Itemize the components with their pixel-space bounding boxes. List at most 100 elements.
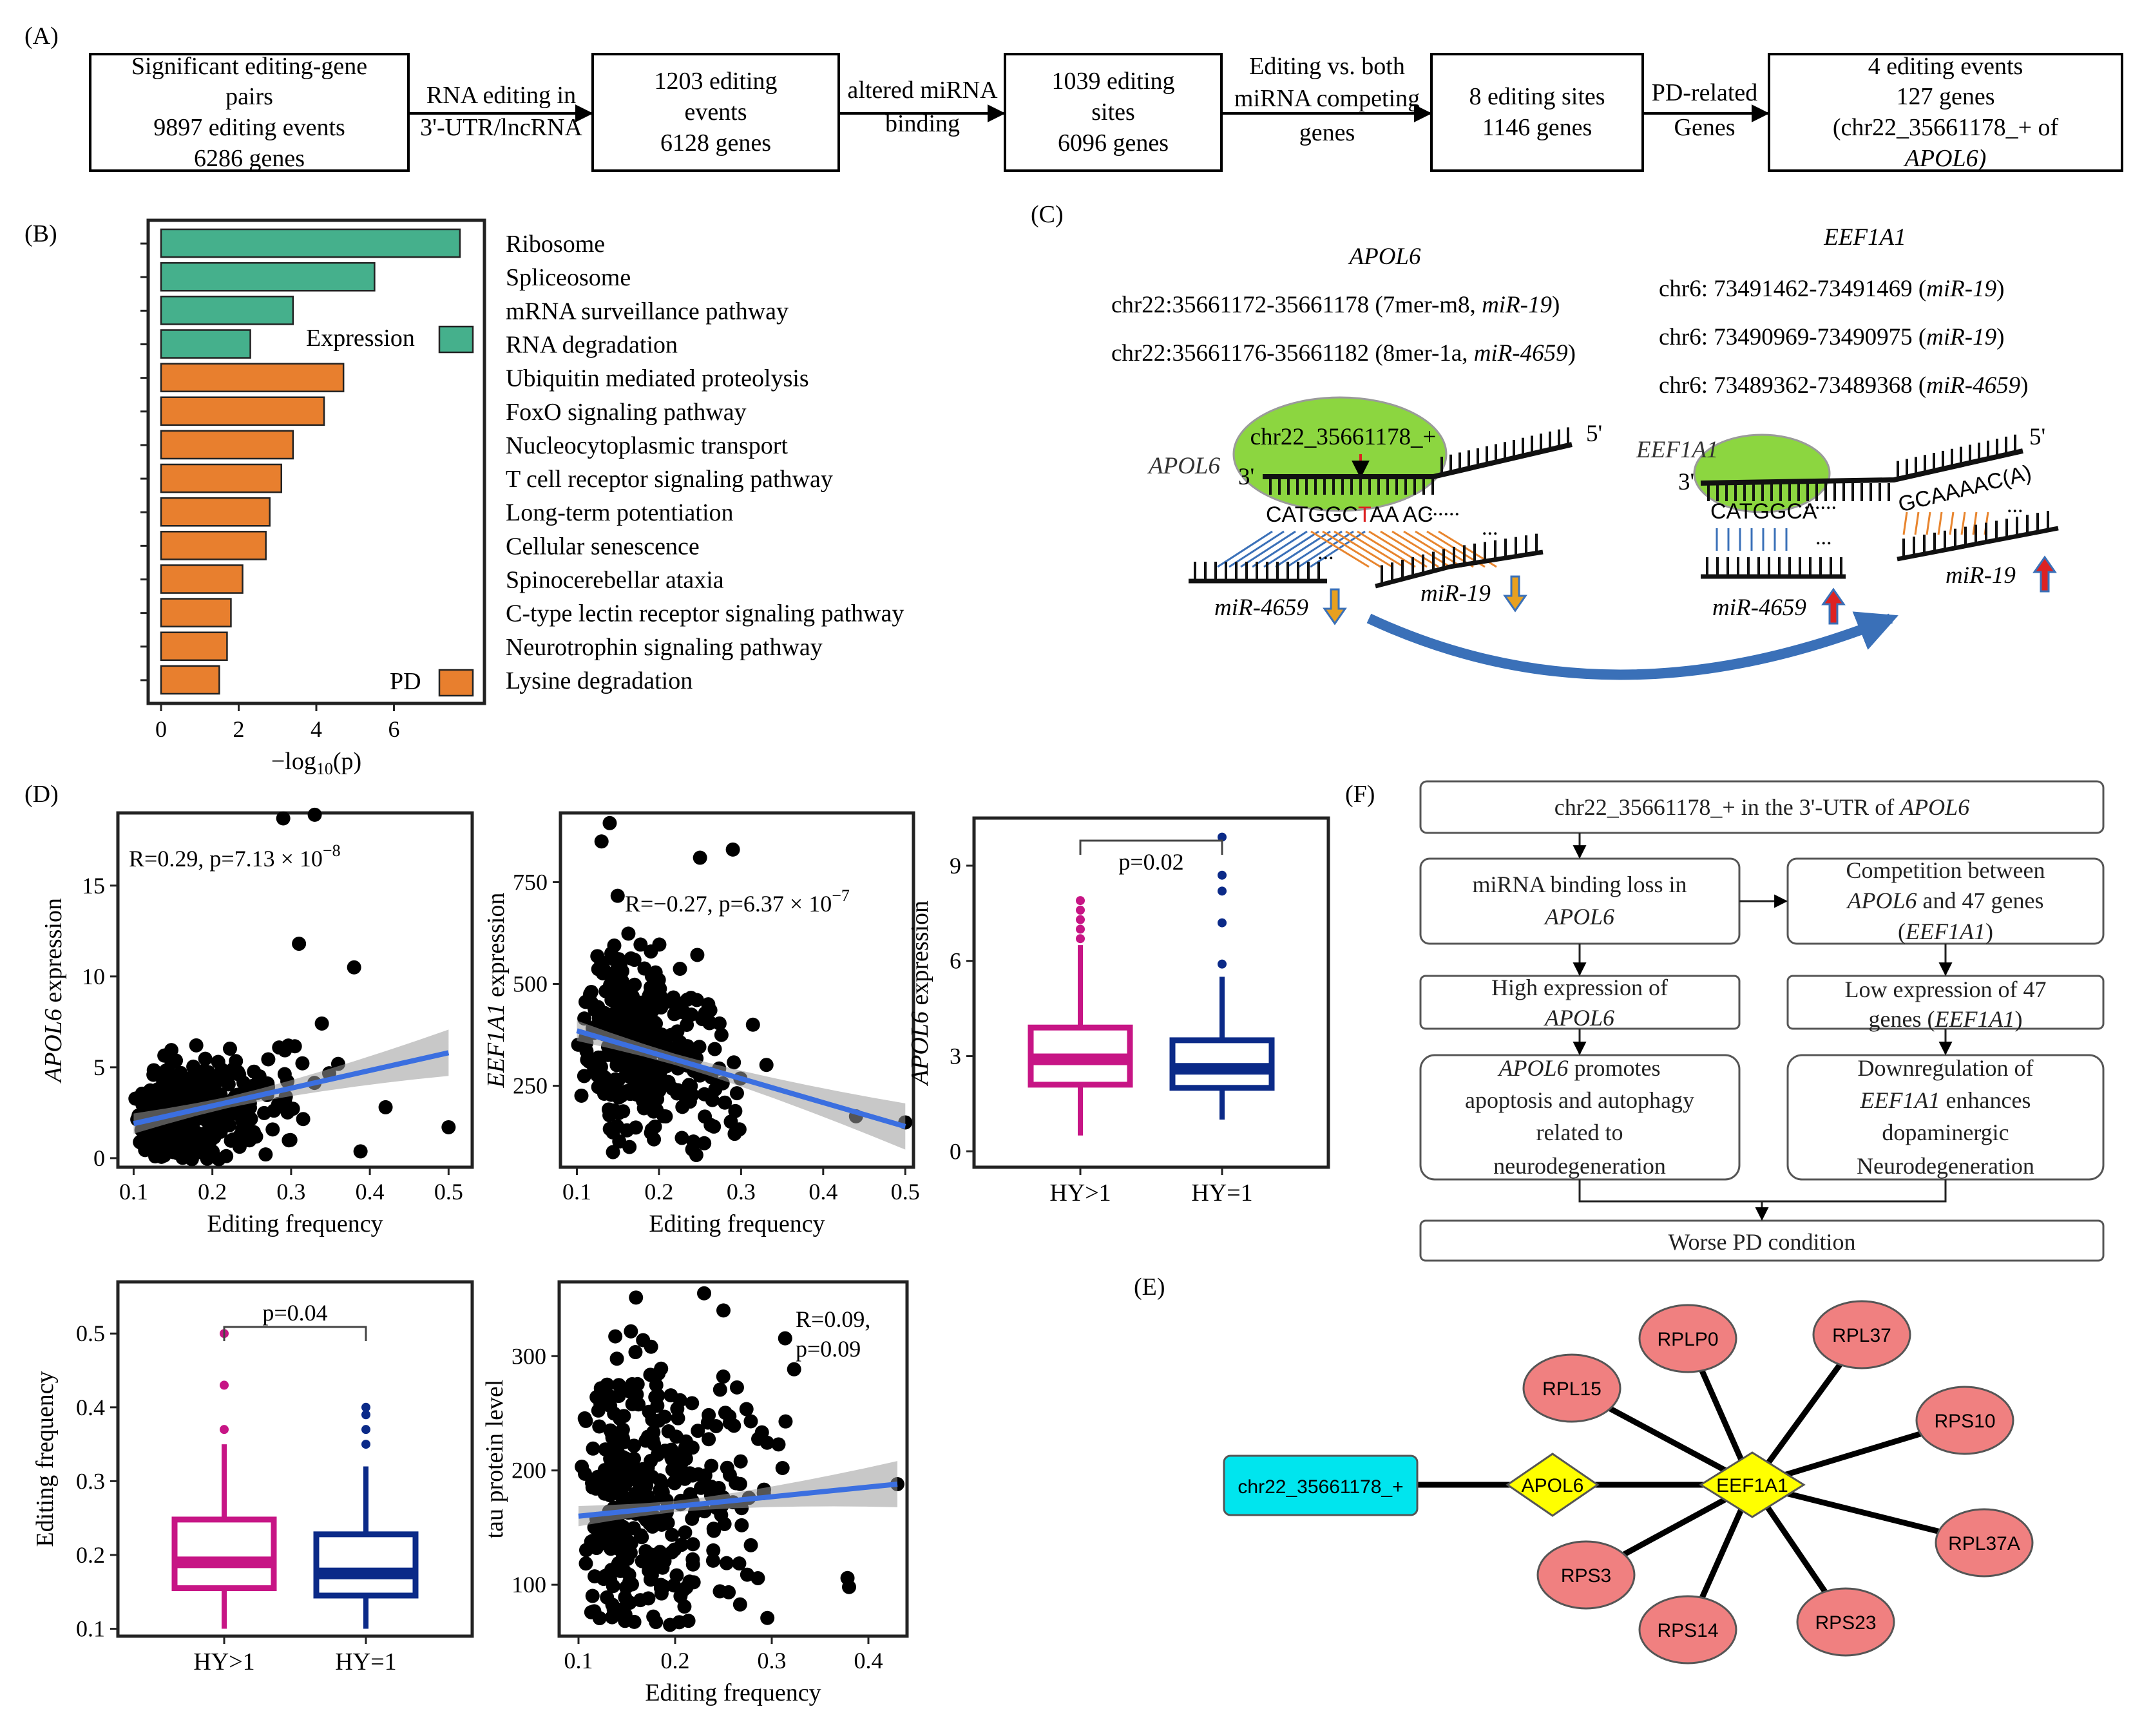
- flow-f-l2-line: High expression of: [1491, 975, 1668, 1000]
- flow-box-4: [1430, 53, 1644, 172]
- edit-site-node: [1223, 1455, 1419, 1516]
- data-point: [169, 1053, 184, 1068]
- flow-box-5-line: APOL6): [1903, 145, 1987, 172]
- data-point: [221, 1077, 236, 1092]
- data-point: [623, 1070, 638, 1085]
- data-point: [706, 1521, 721, 1536]
- seed-seq-right: CATGGCA: [1710, 499, 1817, 524]
- data-point: [717, 1516, 732, 1531]
- eef1a1-mrna-label: EEF1A1: [1636, 437, 1718, 463]
- data-point: [647, 1436, 662, 1451]
- y-tick-label: 200: [512, 1458, 546, 1483]
- seed-seq-left: CATGGCTAA AC: [1266, 502, 1433, 527]
- data-point: [760, 1610, 775, 1625]
- eef1a1-site-1: chr6: 73491462-73491469 (miR-19): [1659, 276, 2004, 302]
- data-point: [674, 1130, 689, 1145]
- bar: [160, 631, 228, 662]
- mirna-strands-left: [1189, 533, 1544, 589]
- data-point: [771, 1437, 786, 1452]
- pair-line: [1263, 530, 1319, 568]
- network-nodes: chr22_35661178_+ APOL6 EEF1A1 RPLP0 RPL37 RPS…: [1223, 1300, 2034, 1664]
- data-point: [732, 1597, 747, 1612]
- data-point: [623, 1536, 638, 1551]
- data-point: [644, 1453, 658, 1468]
- y-tick-label: 10: [82, 964, 105, 989]
- stat-annotation: R=0.09,: [796, 1306, 870, 1332]
- data-point: [667, 1007, 682, 1022]
- data-point: [592, 1419, 607, 1434]
- data-point: [635, 1530, 649, 1545]
- y-tick-label: 0.5: [76, 1321, 105, 1346]
- data-point: [606, 1125, 620, 1140]
- y-tick-label: 100: [512, 1572, 546, 1598]
- data-point: [604, 1426, 619, 1441]
- data-point: [624, 1324, 638, 1339]
- flow-box-3-line: 1039 editing: [1051, 68, 1174, 95]
- flow-f-l3-line: neurodegeneration: [1493, 1153, 1666, 1179]
- gene-node: [1638, 1595, 1737, 1664]
- y-axis-label: EEF1A1 expression: [483, 893, 510, 1089]
- flow-arrow-3-label: genes: [1299, 119, 1355, 146]
- data-point: [292, 937, 307, 951]
- bar: [160, 564, 244, 594]
- flow-box-5-line: (chr22_35661178_+ of: [1833, 114, 2059, 141]
- flow-arrow-2-label: binding: [885, 110, 960, 137]
- flow-box-1-line: Significant editing-gene: [131, 53, 367, 80]
- data-point: [267, 1103, 282, 1118]
- data-point: [705, 1553, 720, 1568]
- pair-line: [1368, 530, 1428, 568]
- flow-arrow-3-label: Editing vs. both: [1249, 53, 1405, 80]
- data-point: [225, 1132, 240, 1147]
- data-point: [596, 1572, 611, 1587]
- data-point: [649, 1378, 664, 1393]
- flow-f-r2-line: genes (EEF1A1): [1869, 1006, 2023, 1032]
- chart-d-editing-box: HY>1 HY=1 0.1 0.2 0.3 0.4 0.5 p=0.04 Editing fre…: [32, 1280, 474, 1675]
- data-point: [702, 1432, 716, 1447]
- mir19-label-left: miR-19: [1420, 580, 1491, 607]
- data-point: [842, 1579, 856, 1594]
- trend-line: [576, 1028, 906, 1129]
- data-point: [685, 1396, 700, 1411]
- data-point: [575, 1459, 589, 1474]
- data-point: [622, 1002, 636, 1016]
- data-point: [347, 960, 361, 975]
- data-point: [759, 1058, 774, 1073]
- data-point: [191, 1126, 206, 1141]
- data-point: [594, 834, 609, 849]
- data-point: [712, 1584, 727, 1599]
- x-tick-label: 2: [233, 716, 245, 742]
- pair-line: [1949, 511, 1955, 535]
- data-point: [745, 1017, 760, 1032]
- panel-label-c: (C): [1031, 201, 1064, 228]
- data-point: [651, 1388, 665, 1403]
- category-label: T cell receptor signaling pathway: [506, 466, 833, 493]
- data-point: [722, 1409, 737, 1424]
- bar: [160, 430, 294, 460]
- data-point: [638, 1069, 653, 1084]
- down-arrow-icon: [1323, 588, 1347, 625]
- data-point: [719, 1556, 734, 1570]
- data-point: [146, 1063, 161, 1078]
- gene-node: [1638, 1304, 1737, 1373]
- data-point: [729, 1086, 744, 1101]
- data-point: [667, 1578, 682, 1593]
- pair-line: [1391, 530, 1451, 568]
- data-point: [716, 1303, 731, 1318]
- mir4659-label-right: miR-4659: [1712, 595, 1806, 621]
- data-point: [608, 1329, 623, 1344]
- data-point: [732, 1476, 747, 1491]
- outlier-point: [1076, 924, 1085, 934]
- x-tick-label: 0.4: [808, 1179, 837, 1205]
- data-point: [198, 1051, 213, 1066]
- ellipsis-3: ...: [1815, 526, 1832, 549]
- pairing-lines-right: [1716, 511, 1989, 551]
- ellipsis-1: ...: [1317, 540, 1334, 564]
- data-point: [609, 1073, 624, 1087]
- x-tick-label: 0.2: [644, 1179, 673, 1205]
- data-point: [624, 951, 638, 966]
- flow-f-r3-line: Neurodegeneration: [1857, 1153, 2034, 1179]
- data-point: [682, 1574, 697, 1589]
- data-point: [651, 1081, 665, 1096]
- chart-frame: [146, 218, 486, 705]
- data-point: [587, 1062, 602, 1076]
